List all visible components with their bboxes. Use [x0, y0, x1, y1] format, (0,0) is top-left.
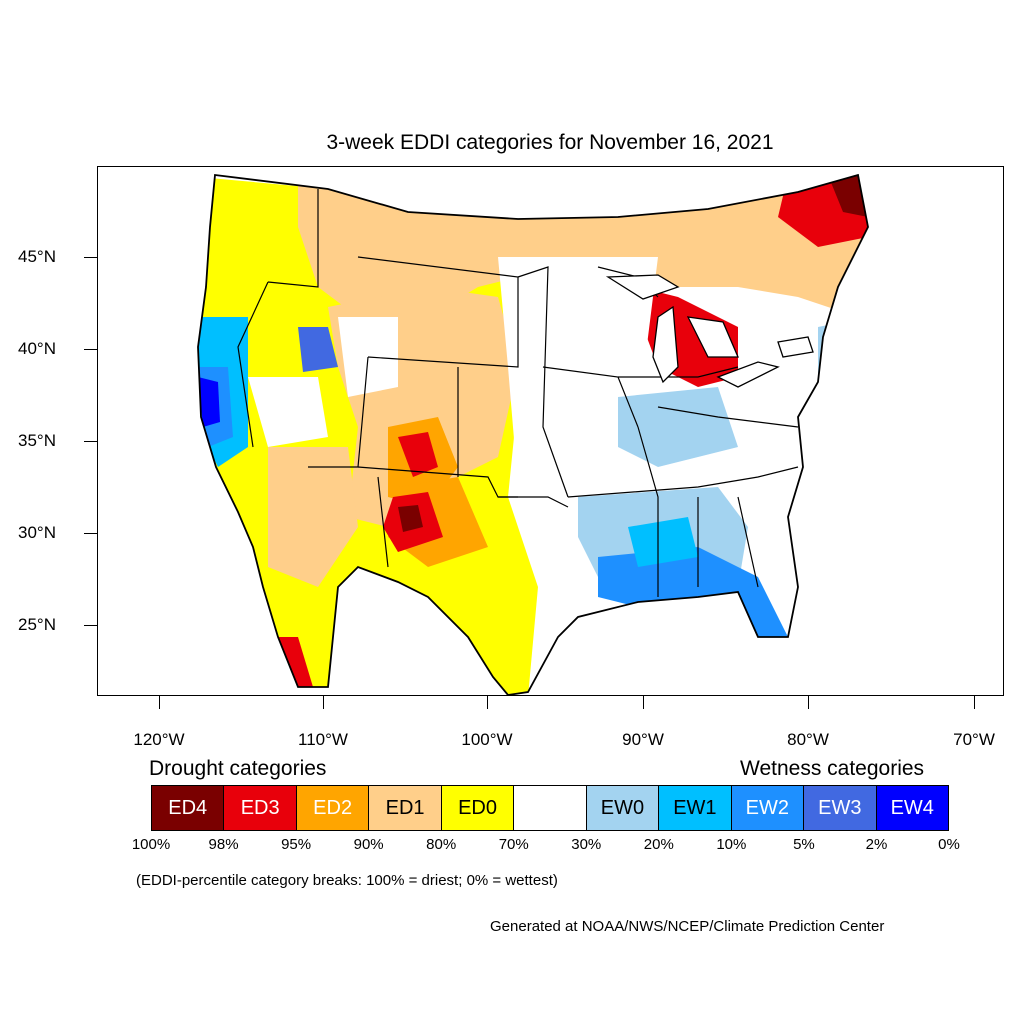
map-title: 3-week EDDI categories for November 16, … [326, 131, 774, 154]
legend-break-label: 10% [716, 836, 747, 853]
legend-break-label: 100% [131, 836, 171, 853]
lon-label-100: 100°W [461, 730, 513, 749]
lon-tick [487, 696, 488, 709]
lat-tick [84, 441, 97, 442]
legend-cell-ew1: EW1 [659, 786, 732, 830]
lon-label-80: 80°W [787, 730, 829, 749]
lon-tick [323, 696, 324, 709]
lon-label-90: 90°W [622, 730, 664, 749]
legend-break-label: 0% [938, 836, 960, 853]
map-canvas [197, 173, 869, 695]
legend-cell-ew2: EW2 [731, 786, 805, 830]
legend-break-label: 30% [571, 836, 602, 853]
lat-tick [84, 625, 97, 626]
legend-break-label: 2% [865, 836, 888, 853]
legend-cell-ed4: ED4 [152, 786, 225, 830]
legend-break-label: 98% [208, 836, 239, 853]
legend-cell-neutral [514, 786, 587, 830]
lon-label-110: 110°W [298, 730, 348, 749]
legend-break-label: 80% [426, 836, 457, 853]
lat-tick [84, 257, 97, 258]
legend-break-label: 5% [793, 836, 815, 853]
lat-label-30: 30°N [18, 523, 56, 542]
lat-tick [84, 349, 97, 350]
lon-tick [159, 696, 160, 709]
legend-cell-ew3: EW3 [804, 786, 877, 830]
legend-break-label: 95% [281, 836, 312, 853]
legend-cell-ed2: ED2 [296, 786, 370, 830]
category-note: (EDDI-percentile category breaks: 100% =… [136, 872, 558, 889]
legend-cell-ed3: ED3 [224, 786, 297, 830]
legend-break-label: 90% [353, 836, 384, 853]
eddi-map [97, 166, 1004, 696]
legend-cell-ew4: EW4 [876, 786, 948, 830]
lat-label-35: 35°N [18, 431, 56, 450]
lat-label-25: 25°N [18, 615, 56, 634]
lat-tick [84, 533, 97, 534]
legend-break-label: 20% [643, 836, 674, 853]
legend-break-label: 70% [498, 836, 529, 853]
legend-cell-ed0: ED0 [441, 786, 515, 830]
lon-label-120: 120°W [133, 730, 185, 749]
credit-line: Generated at NOAA/NWS/NCEP/Climate Predi… [490, 918, 885, 935]
drought-heading: Drought categories [149, 757, 327, 780]
legend-cell-ew0: EW0 [586, 786, 660, 830]
legend-color-bar: ED4 ED3 ED2 ED1 ED0 EW0 EW1 EW2 EW3 EW4 [151, 785, 949, 831]
lat-label-40: 40°N [18, 339, 56, 358]
lon-tick [974, 696, 975, 709]
legend-cell-ed1: ED1 [369, 786, 442, 830]
wetness-heading: Wetness categories [740, 757, 925, 780]
lon-tick [643, 696, 644, 709]
lon-label-70: 70°W [953, 730, 995, 749]
lon-tick [808, 696, 809, 709]
lat-label-45: 45°N [18, 247, 56, 266]
